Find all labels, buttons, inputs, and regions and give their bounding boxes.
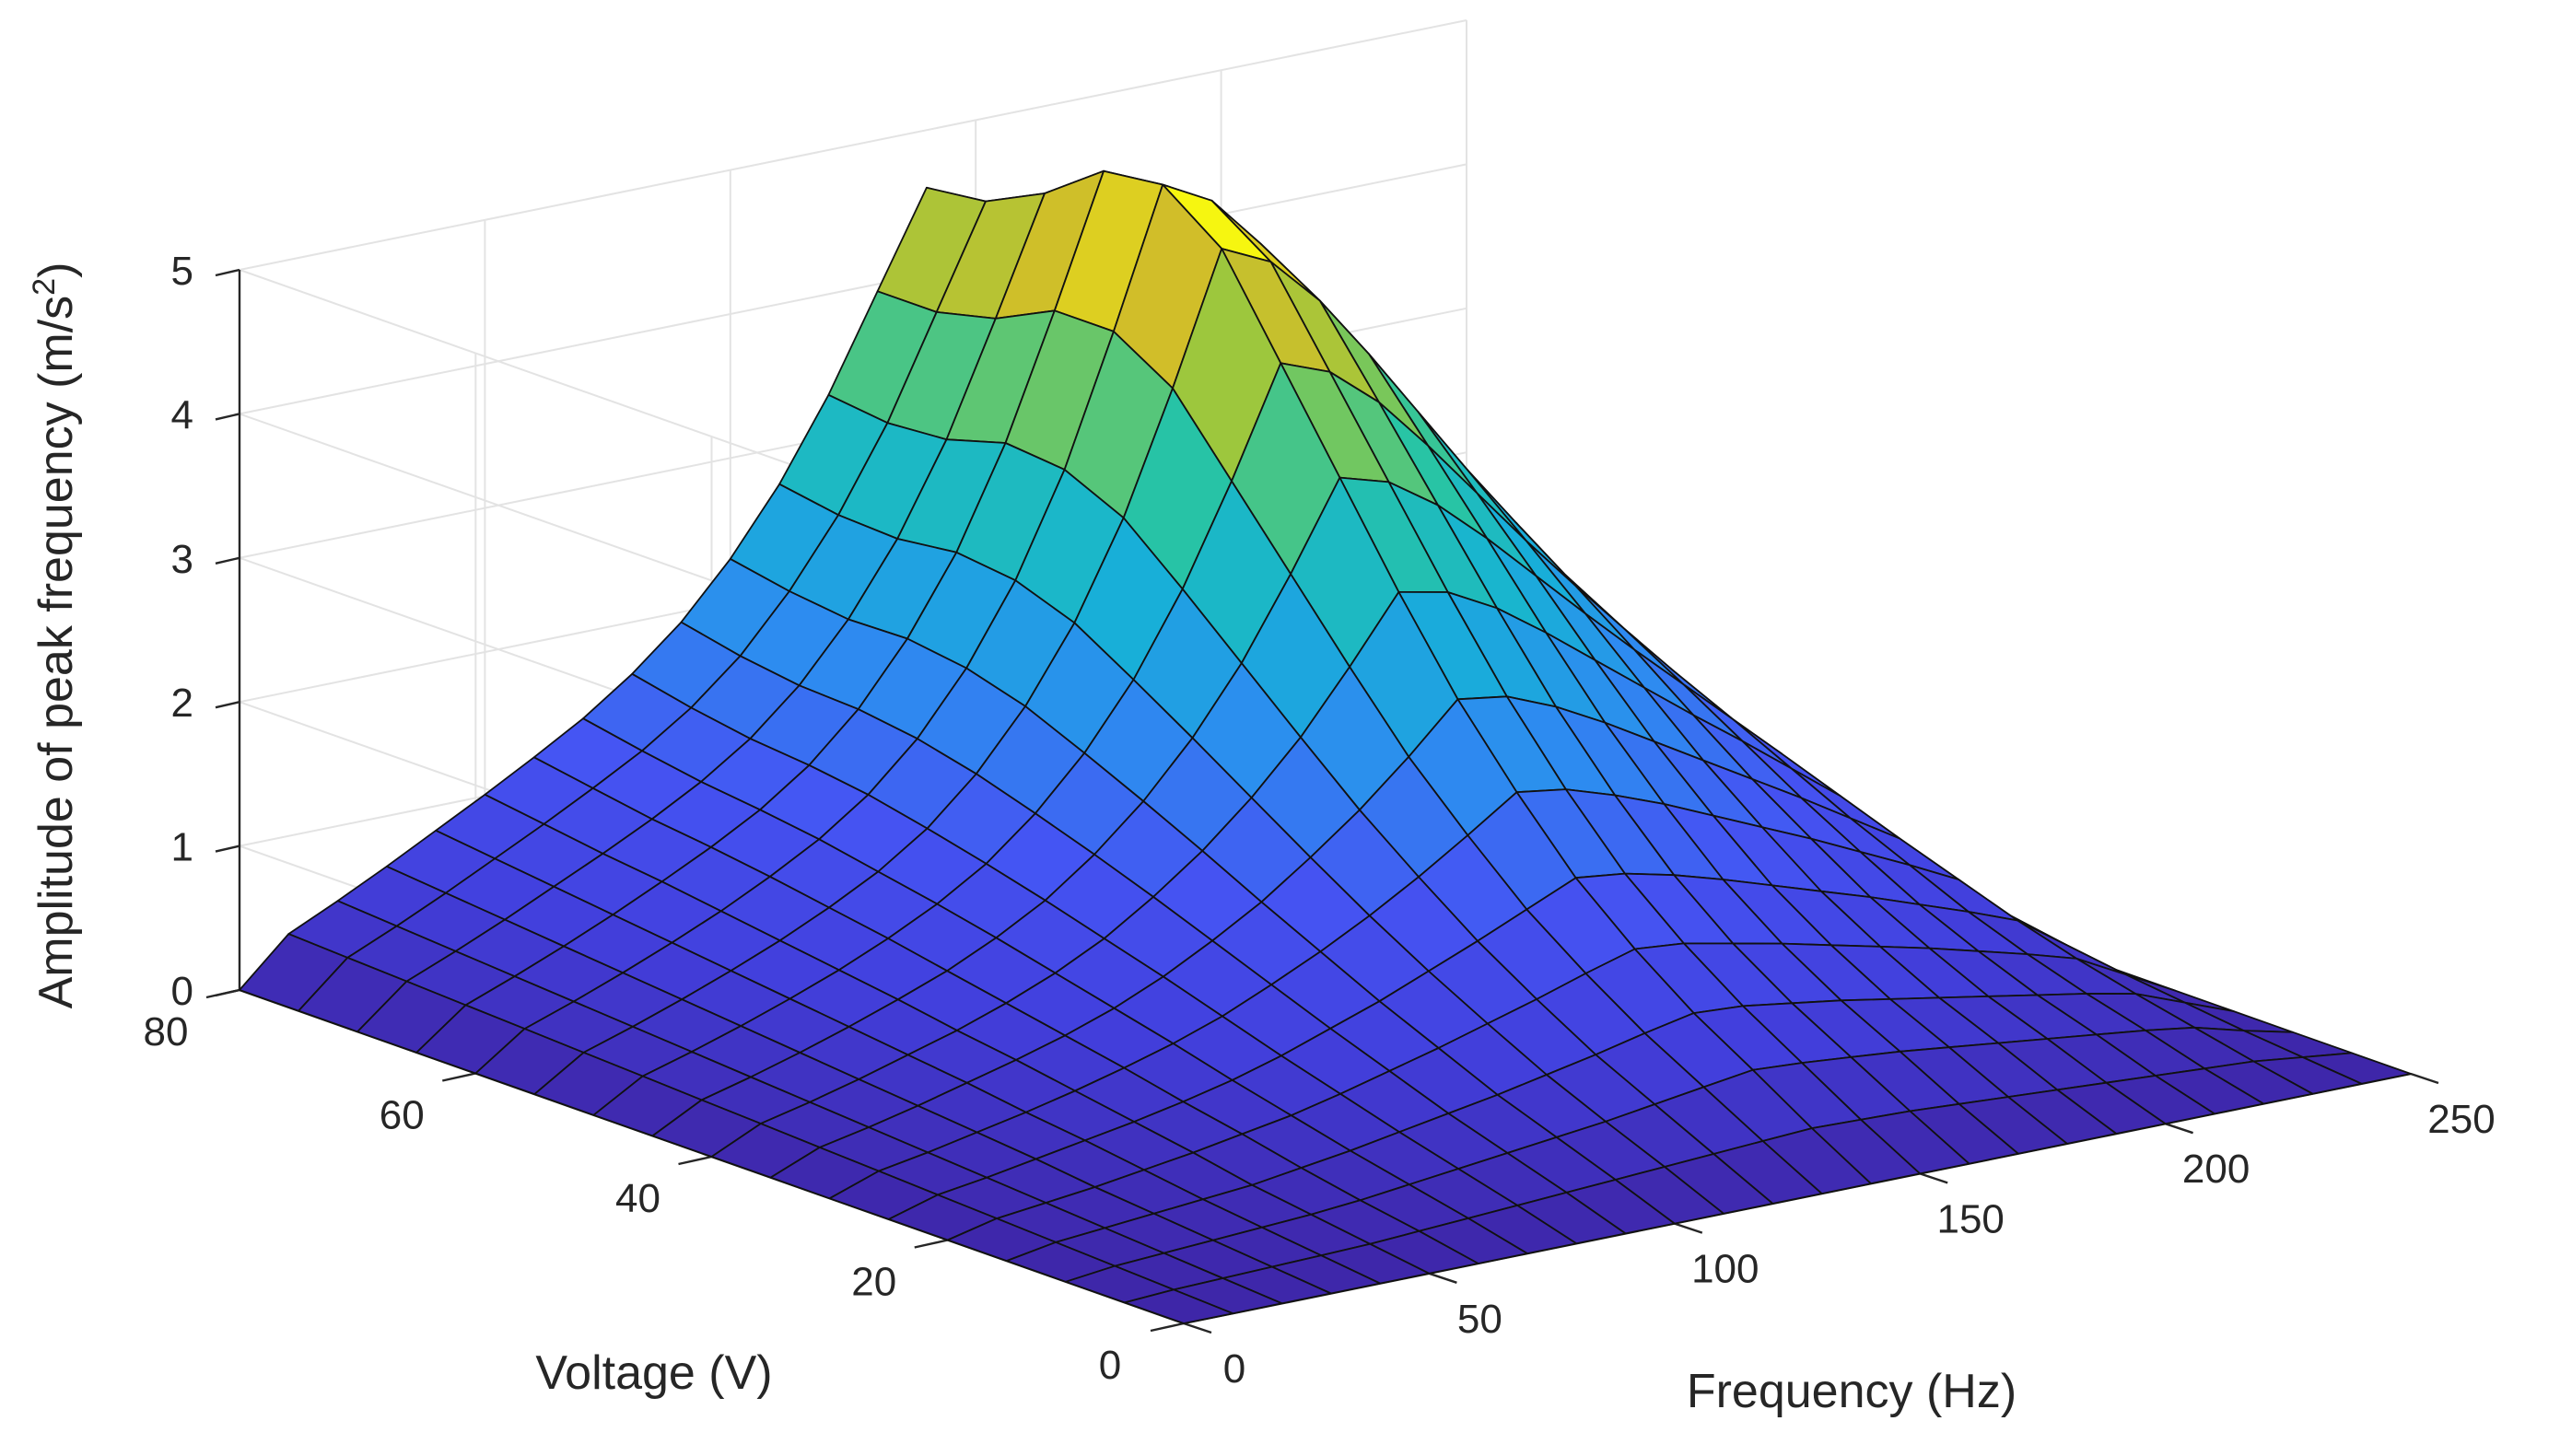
z-tick-label: 4 [171,392,193,437]
z-tick-label: 1 [171,825,193,870]
y-tick-label: 0 [1099,1343,1121,1388]
x-tick-mark [2165,1123,2193,1135]
z-tick-label: 2 [171,681,193,726]
y-tick-label: 20 [851,1260,896,1305]
z-tick-label: 0 [171,969,193,1014]
z-axis-title: Amplitude of peak frequency (m/s2) [27,262,83,1009]
x-tick-mark [1919,1172,1948,1184]
surface-layer [239,169,2412,1324]
x-tick-label: 0 [1223,1346,1245,1392]
surface-cell [1124,1288,1234,1324]
z-tick-mark [215,844,240,853]
x-tick-mark [1674,1222,1703,1234]
y-tick-label: 80 [144,1009,189,1054]
y-tick-mark [441,1072,476,1082]
z-tick-mark [215,988,240,997]
y-tick-label: 40 [615,1176,660,1221]
z-tick-label: 3 [171,537,193,582]
y-tick-mark [914,1239,949,1249]
y-tick-mark [678,1155,712,1166]
z-tick-label: 5 [171,249,193,294]
x-tick-mark [2410,1072,2439,1085]
x-tick-label: 100 [1691,1247,1759,1292]
x-tick-label: 250 [2427,1097,2495,1142]
z-axis-title-superscript: 2 [27,278,62,296]
x-tick-label: 200 [2182,1147,2250,1192]
z-axis-title-end: ) [29,262,83,278]
z-axis-title-main: Amplitude of peak frequency (m/s [29,296,83,1009]
x-tick-label: 150 [1936,1196,2004,1241]
y-axis-title: Voltage (V) [535,1346,772,1400]
x-tick-mark [1183,1322,1212,1334]
z-tick-mark [215,556,240,565]
x-tick-label: 50 [1457,1297,1502,1342]
z-tick-mark [215,268,240,277]
z-tick-mark [215,413,240,421]
z-tick-mark [215,701,240,709]
y-tick-mark [1150,1322,1185,1333]
y-tick-label: 60 [380,1093,425,1138]
label-layer: Frequency (Hz) Voltage (V) Amplitude of … [27,262,2016,1418]
x-tick-mark [1429,1272,1457,1284]
x-axis-title: Frequency (Hz) [1687,1365,2016,1418]
